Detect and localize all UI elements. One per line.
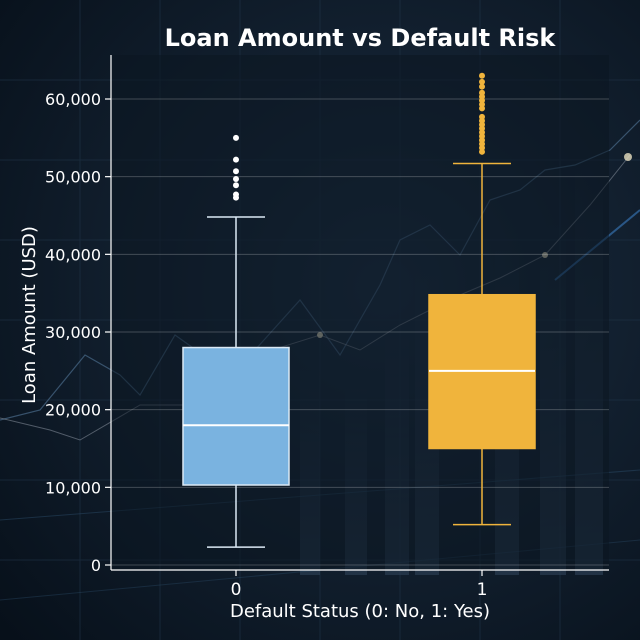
outlier-point <box>233 156 239 163</box>
box-series <box>182 72 536 548</box>
x-tick-label: 1 <box>477 580 488 600</box>
box-group-1 <box>428 72 536 526</box>
y-tick-label: 40,000 <box>45 245 101 264</box>
y-tick-label: 10,000 <box>45 478 101 497</box>
outlier-point <box>233 182 239 189</box>
outlier-point <box>233 175 239 182</box>
outlier-point <box>233 168 239 175</box>
outlier-point <box>479 89 485 96</box>
outlier-point <box>479 113 485 120</box>
outlier-point <box>233 191 239 198</box>
iqr-box <box>182 346 290 486</box>
outlier-point <box>479 83 485 90</box>
y-tick-label: 20,000 <box>45 401 101 420</box>
x-tick-label: 0 <box>231 580 242 600</box>
y-tick-label: 0 <box>91 556 101 575</box>
outlier-point <box>479 72 485 79</box>
y-axis-ticks: 0 10,000 20,000 30,000 40,000 50,000 60,000 <box>45 90 111 575</box>
x-axis-label: Default Status (0: No, 1: Yes) <box>230 601 490 622</box>
y-tick-label: 30,000 <box>45 323 101 342</box>
box-group-0 <box>182 134 290 548</box>
chart-title: Loan Amount vs Default Risk <box>165 24 557 52</box>
outlier-point <box>479 78 485 85</box>
y-tick-label: 60,000 <box>45 90 101 109</box>
outlier-point <box>233 134 239 141</box>
y-tick-label: 50,000 <box>45 168 101 187</box>
y-axis-label: Loan Amount (USD) <box>19 226 40 404</box>
